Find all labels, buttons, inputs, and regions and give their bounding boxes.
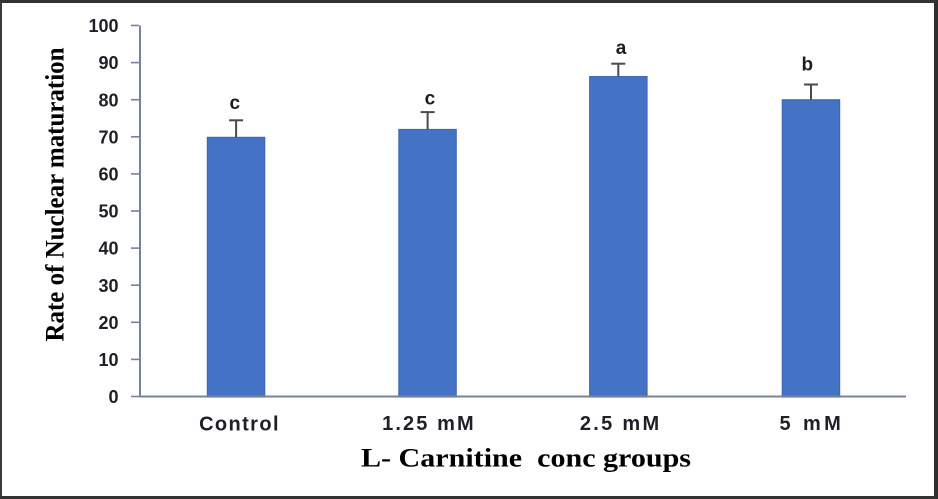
svg-text:60: 60 [98, 165, 118, 185]
svg-text:Rate of Nuclear maturation: Rate of Nuclear maturation [41, 47, 70, 342]
svg-text:70: 70 [98, 127, 118, 147]
svg-text:b: b [801, 54, 813, 75]
svg-text:50: 50 [98, 202, 118, 222]
svg-text:c: c [230, 93, 241, 114]
svg-text:90: 90 [98, 53, 118, 73]
svg-text:Control: Control [199, 414, 278, 436]
svg-text:c: c [425, 89, 436, 110]
svg-text:a: a [616, 38, 627, 59]
svg-text:1.25 mM: 1.25 mM [382, 413, 474, 435]
svg-text:5 mM: 5 mM [780, 413, 841, 435]
svg-text:30: 30 [98, 276, 118, 296]
svg-text:20: 20 [98, 313, 118, 333]
svg-text:0: 0 [108, 387, 118, 407]
svg-text:2.5 mM: 2.5 mM [580, 413, 659, 435]
svg-text:40: 40 [98, 239, 118, 259]
svg-text:10: 10 [98, 350, 118, 370]
svg-text:80: 80 [98, 90, 118, 110]
svg-text:100: 100 [88, 16, 118, 36]
svg-text:L- Carnitine conc groups: L- Carnitine conc groups [361, 444, 691, 473]
